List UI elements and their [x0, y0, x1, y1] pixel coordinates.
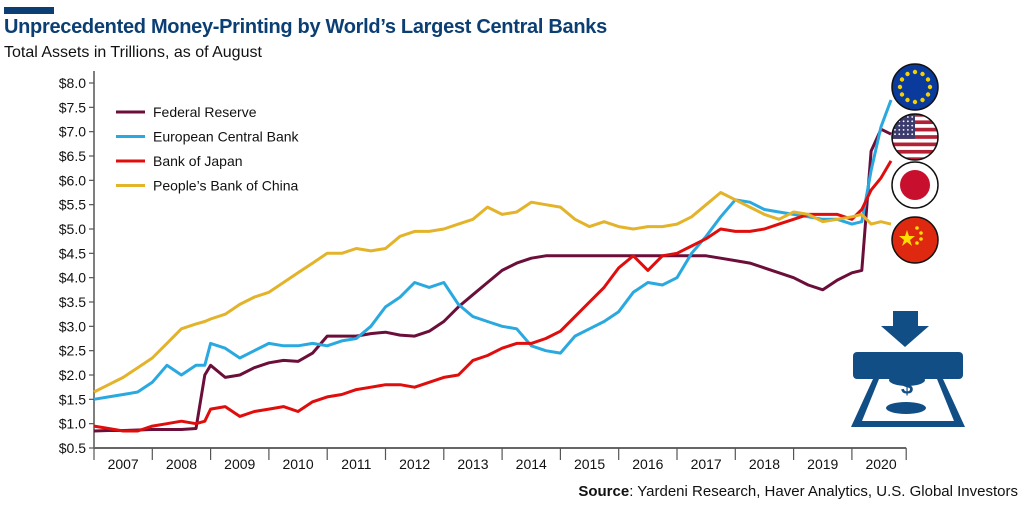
- legend-label: Bank of Japan: [153, 153, 243, 169]
- source-label: Source: [578, 483, 630, 500]
- us-star: [911, 120, 914, 123]
- us-star: [898, 129, 901, 131]
- us-stripe: [892, 153, 938, 158]
- y-tick-label: $4.0: [59, 270, 86, 286]
- eu-star: [897, 84, 903, 90]
- us-star: [911, 129, 914, 131]
- us-star: [894, 116, 896, 118]
- x-tick-label: 2007: [108, 456, 139, 472]
- us-star: [907, 133, 909, 136]
- us-star: [898, 116, 901, 118]
- eu-star: [899, 92, 905, 97]
- us-stripe: [892, 157, 938, 160]
- eu-star: [905, 97, 910, 103]
- series-lines: [93, 99, 893, 433]
- us-star: [902, 120, 905, 123]
- eu-star: [920, 97, 925, 103]
- x-tick-label: 2015: [574, 456, 605, 472]
- series-line-european-central-bank: [93, 99, 893, 401]
- eu-star: [927, 84, 933, 90]
- us-star: [907, 129, 909, 131]
- y-tick-label: $7.0: [59, 124, 86, 140]
- money-printing-atm-icon: $: [851, 311, 965, 427]
- eu-star: [925, 92, 931, 97]
- x-tick-label: 2019: [807, 456, 838, 472]
- us-stripe: [892, 149, 938, 154]
- us-star: [907, 120, 909, 123]
- y-tick-label: $5.5: [59, 197, 86, 213]
- chart-subtitle: Total Assets in Trillions, as of August: [4, 44, 262, 61]
- y-tick-label: $3.5: [59, 294, 86, 310]
- source-text: : Yardeni Research, Haver Analytics, U.S…: [629, 483, 1018, 500]
- series-line-people-s-bank-of-china: [93, 191, 892, 394]
- y-tick-label: $2.0: [59, 367, 86, 383]
- us-star: [894, 120, 896, 123]
- axes: $0.5 $1.0 $1.5 $2.0 $2.5 $3.0 $3.5 $4.0 $4.5 $5.0…: [59, 71, 907, 472]
- japan-flag-icon: [891, 161, 939, 209]
- legend-label: Federal Reserve: [153, 104, 257, 120]
- y-tick-label: $1.0: [59, 416, 86, 432]
- x-tick-label: 2013: [457, 456, 488, 472]
- us-star: [894, 129, 896, 131]
- x-tick-label: 2010: [282, 456, 313, 472]
- eu-star: [905, 71, 910, 77]
- legend-label: People’s Bank of China: [153, 178, 298, 194]
- legend: Federal Reserve European Central Bank Bank…: [116, 104, 300, 194]
- series-line-federal-reserve: [93, 127, 892, 433]
- us-star: [907, 116, 909, 118]
- us-star: [911, 133, 914, 136]
- x-tick-label: 2009: [224, 456, 255, 472]
- us-stripe: [892, 142, 938, 147]
- x-tick-label: 2018: [749, 456, 780, 472]
- us-star: [898, 133, 901, 136]
- us-stripe: [892, 138, 938, 143]
- title-accent-bar: [4, 7, 54, 14]
- y-tick-label: $0.5: [59, 440, 86, 456]
- y-tick-label: $1.5: [59, 391, 86, 407]
- y-tick-label: $5.0: [59, 221, 86, 237]
- us-star: [911, 124, 914, 127]
- y-tick-label: $4.5: [59, 245, 86, 261]
- x-tick-label: 2011: [341, 456, 371, 472]
- x-tick-label: 2014: [516, 456, 547, 472]
- x-tick-label: 2012: [399, 456, 430, 472]
- eu-star: [912, 69, 918, 75]
- x-tick-label: 2016: [632, 456, 663, 472]
- x-tick-label: 2008: [166, 456, 197, 472]
- x-tick-label: 2020: [865, 456, 896, 472]
- us-stripe: [892, 146, 938, 151]
- chart-title: Unprecedented Money-Printing by World’s …: [4, 16, 607, 38]
- legend-label: European Central Bank: [153, 129, 300, 145]
- us-star: [911, 116, 914, 118]
- us-star: [902, 133, 905, 136]
- us-star: [894, 133, 896, 136]
- us-flag-icon: [891, 113, 939, 161]
- x-tick-label: 2017: [691, 456, 722, 472]
- y-tick-label: $6.5: [59, 148, 86, 164]
- y-tick-label: $6.0: [59, 172, 86, 188]
- series-line-bank-of-japan: [93, 160, 893, 433]
- svg-text:$: $: [901, 374, 913, 399]
- y-tick-label: $2.5: [59, 343, 86, 359]
- us-star: [902, 124, 905, 127]
- us-star: [907, 124, 909, 127]
- eu-flag-icon: [891, 63, 939, 111]
- source-note: Source: Yardeni Research, Haver Analytic…: [578, 483, 1018, 500]
- eu-star: [912, 99, 918, 105]
- us-star: [902, 129, 905, 131]
- eu-star: [925, 77, 931, 82]
- us-star: [898, 124, 901, 127]
- eu-star: [920, 71, 925, 77]
- y-tick-label: $3.0: [59, 318, 86, 334]
- china-flag-icon: [891, 216, 939, 264]
- y-tick-label: $8.0: [59, 75, 86, 91]
- eu-star: [899, 77, 905, 82]
- y-tick-label: $7.5: [59, 99, 86, 115]
